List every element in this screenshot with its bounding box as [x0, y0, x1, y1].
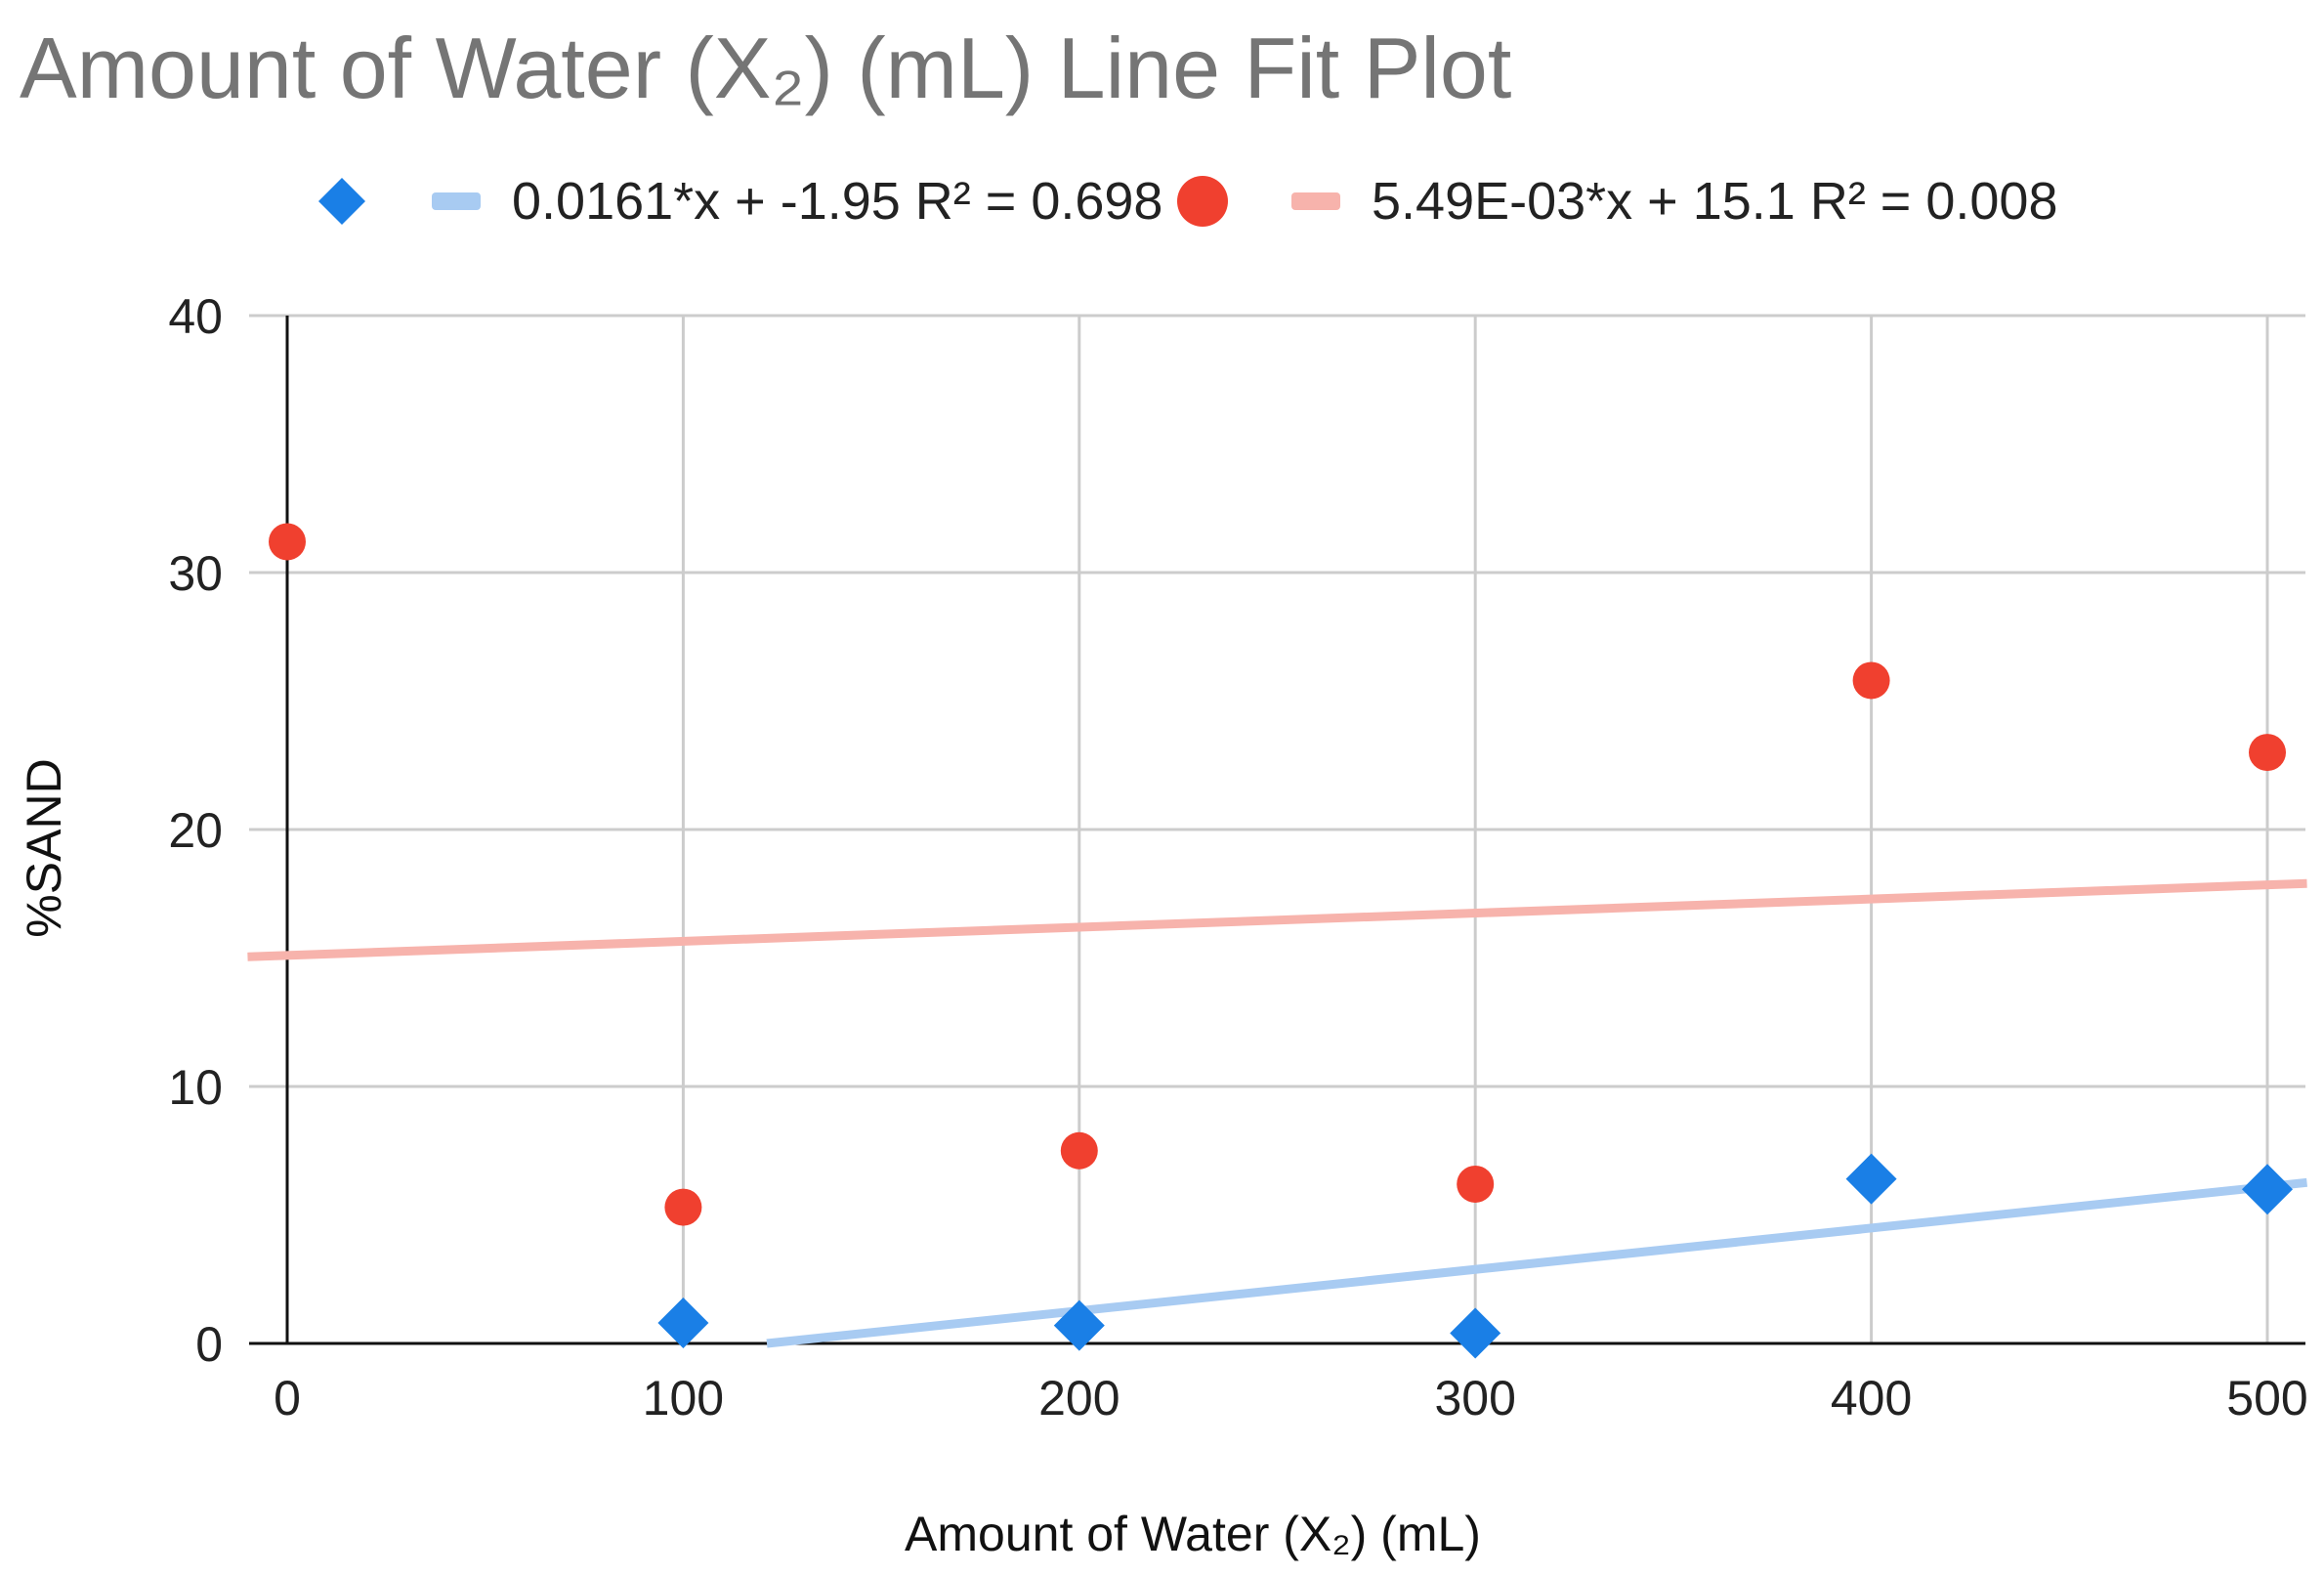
- legend-trendline-swatch-2: [1291, 192, 1340, 210]
- y-axis-title: %SAND: [17, 758, 71, 937]
- legend: 0.0161*x + -1.95 R² = 0.698 5.49E-03*x +…: [318, 172, 2057, 231]
- data-point-diamond: [1845, 1153, 1897, 1205]
- legend-marker-circle: [1177, 176, 1228, 227]
- legend-label-trendline-1: 0.0161*x + -1.95 R² = 0.698: [512, 172, 1162, 231]
- axes: [249, 316, 2305, 1345]
- data-point-diamond: [657, 1297, 709, 1348]
- data-point-circle: [1852, 661, 1890, 700]
- x-axis-title: Amount of Water (X₂) (mL): [905, 1507, 1481, 1561]
- x-tick-label: 100: [643, 1371, 724, 1426]
- data-point-circle: [1060, 1131, 1098, 1170]
- legend-trendline-swatch-1: [432, 192, 481, 210]
- legend-label-trendline-2: 5.49E-03*x + 15.1 R² = 0.008: [1372, 172, 2057, 231]
- legend-marker-diamond: [318, 178, 365, 225]
- data-points: [269, 523, 2293, 1359]
- x-tick-label: 400: [1831, 1371, 1912, 1426]
- trendline-1: [766, 1177, 2308, 1348]
- trendline-2: [247, 878, 2307, 961]
- data-point-circle: [2249, 734, 2286, 772]
- x-tick-label: 300: [1434, 1371, 1515, 1426]
- data-point-diamond: [1053, 1299, 1105, 1351]
- data-point-circle: [1457, 1165, 1495, 1203]
- data-point-diamond: [1450, 1307, 1501, 1359]
- y-tick-label: 10: [168, 1060, 223, 1115]
- y-tick-label: 40: [168, 289, 223, 344]
- trendlines: [247, 878, 2308, 1348]
- grid: [249, 314, 2305, 1343]
- chart-title: Amount of Water (X₂) (mL) Line Fit Plot: [20, 20, 1511, 116]
- data-point-diamond: [2242, 1164, 2293, 1215]
- x-tick-label: 200: [1038, 1371, 1120, 1426]
- y-tick-label: 20: [168, 803, 223, 858]
- x-tick-label: 500: [2226, 1371, 2307, 1426]
- x-tick-label: 0: [274, 1371, 301, 1426]
- y-tick-label: 30: [168, 546, 223, 601]
- data-point-circle: [664, 1188, 702, 1226]
- y-tick-label: 0: [195, 1317, 223, 1372]
- data-point-circle: [269, 523, 306, 561]
